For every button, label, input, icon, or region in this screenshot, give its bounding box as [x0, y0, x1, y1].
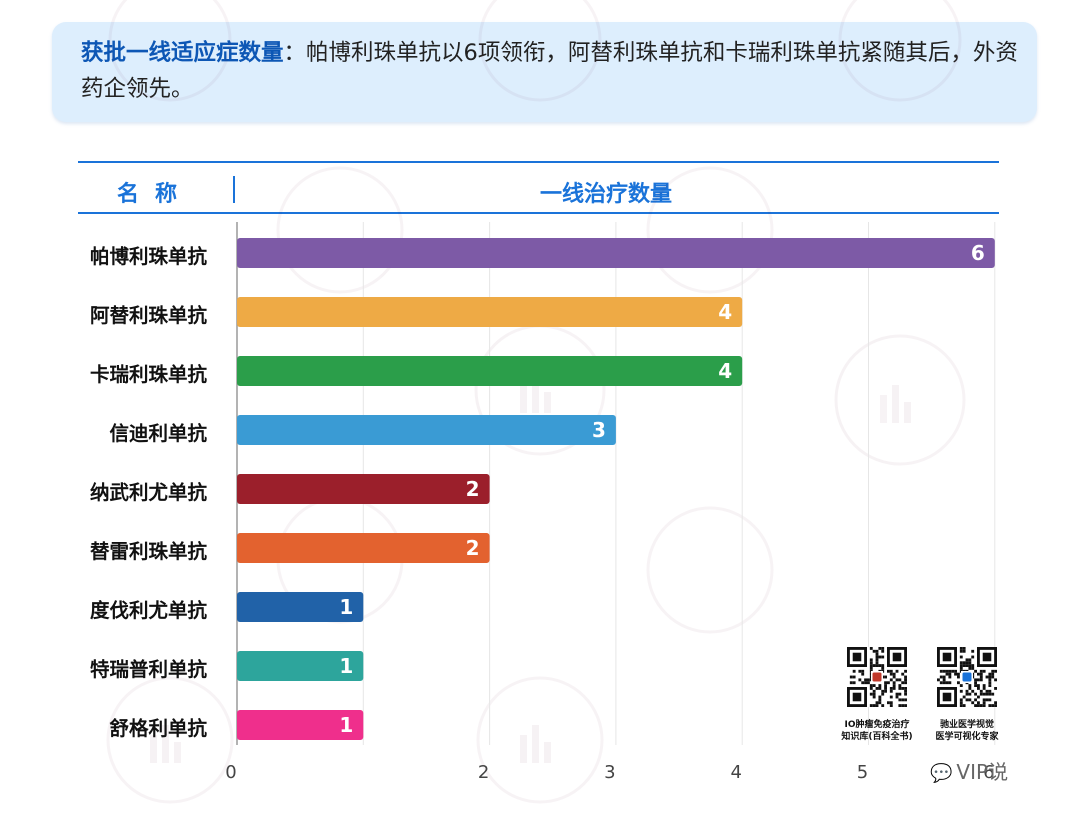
- x-tick-label: 0: [225, 762, 236, 783]
- signature-text: VIP说: [956, 760, 1009, 784]
- bar: [237, 238, 995, 268]
- bar: [237, 356, 743, 386]
- category-label: 纳武利尤单抗: [89, 481, 207, 504]
- bar: [237, 651, 364, 681]
- bar-value-label: 1: [339, 654, 353, 678]
- qr-code-io-library: [847, 647, 907, 707]
- wechat-icon: 💬: [930, 763, 953, 784]
- bar-value-label: 2: [466, 536, 480, 560]
- header-separator: [233, 176, 235, 203]
- qr-caption-line: 驰业医学视觉: [939, 720, 994, 730]
- qr-caption-line: 知识库(百科全书): [841, 732, 913, 742]
- category-label: 卡瑞利珠单抗: [89, 363, 207, 386]
- x-tick-label: 3: [604, 762, 615, 783]
- header-metric-label: 一线治疗数量: [540, 182, 673, 207]
- bar-value-label: 2: [466, 477, 480, 501]
- bar: [237, 710, 364, 740]
- account-signature: 💬 VIP说: [930, 756, 1008, 785]
- headline-text: 获批一线适应症数量：帕博利珠单抗以6项领衔，阿替利珠单抗和卡瑞利珠单抗紧随其后，…: [81, 40, 1018, 102]
- qr-caption-line: IO肿瘤免疫治疗: [844, 720, 910, 730]
- qr-caption-io-library: IO肿瘤免疫治疗 知识库(百科全书): [827, 719, 927, 743]
- headline-body: 帕博利珠单抗以6项领衔，阿替利珠单抗和卡瑞利珠单抗紧随其后，外资药企领先。: [81, 40, 1018, 102]
- category-label: 舒格利单抗: [109, 717, 207, 740]
- bar: [237, 533, 490, 563]
- category-label: 阿替利珠单抗: [89, 304, 207, 327]
- bar: [237, 297, 743, 327]
- category-label: 替雷利珠单抗: [89, 540, 207, 563]
- category-label: 特瑞普利单抗: [89, 658, 207, 681]
- header-name-label: 名称: [117, 182, 194, 207]
- category-label: 度伐利尤单抗: [89, 599, 207, 622]
- bar-value-label: 1: [339, 595, 353, 619]
- bar: [237, 474, 490, 504]
- x-tick-label: 4: [730, 762, 741, 783]
- bar-value-label: 4: [718, 359, 732, 383]
- bar: [237, 415, 616, 445]
- header-bottom-rule: [78, 212, 999, 214]
- headline-lead: 获批一线适应症数量: [81, 40, 284, 66]
- x-tick-label: 5: [857, 762, 868, 783]
- bar-value-label: 4: [718, 300, 732, 324]
- category-label: 信迪利单抗: [109, 422, 207, 445]
- x-tick-label: 6: [983, 762, 994, 783]
- header-top-rule: [78, 161, 999, 163]
- bar-value-label: 1: [339, 713, 353, 737]
- headline-banner: 获批一线适应症数量：帕博利珠单抗以6项领衔，阿替利珠单抗和卡瑞利珠单抗紧随其后，…: [52, 22, 1037, 122]
- qr-code-medical-viz: [937, 647, 997, 707]
- bar: [237, 592, 364, 622]
- category-label: 帕博利珠单抗: [89, 245, 207, 268]
- qr-caption-medical-viz: 驰业医学视觉 医学可视化专家: [917, 719, 1017, 743]
- bar-value-label: 6: [971, 241, 985, 265]
- x-tick-label: 2: [478, 762, 489, 783]
- bar-value-label: 3: [592, 418, 606, 442]
- qr-caption-line: 医学可视化专家: [935, 732, 999, 742]
